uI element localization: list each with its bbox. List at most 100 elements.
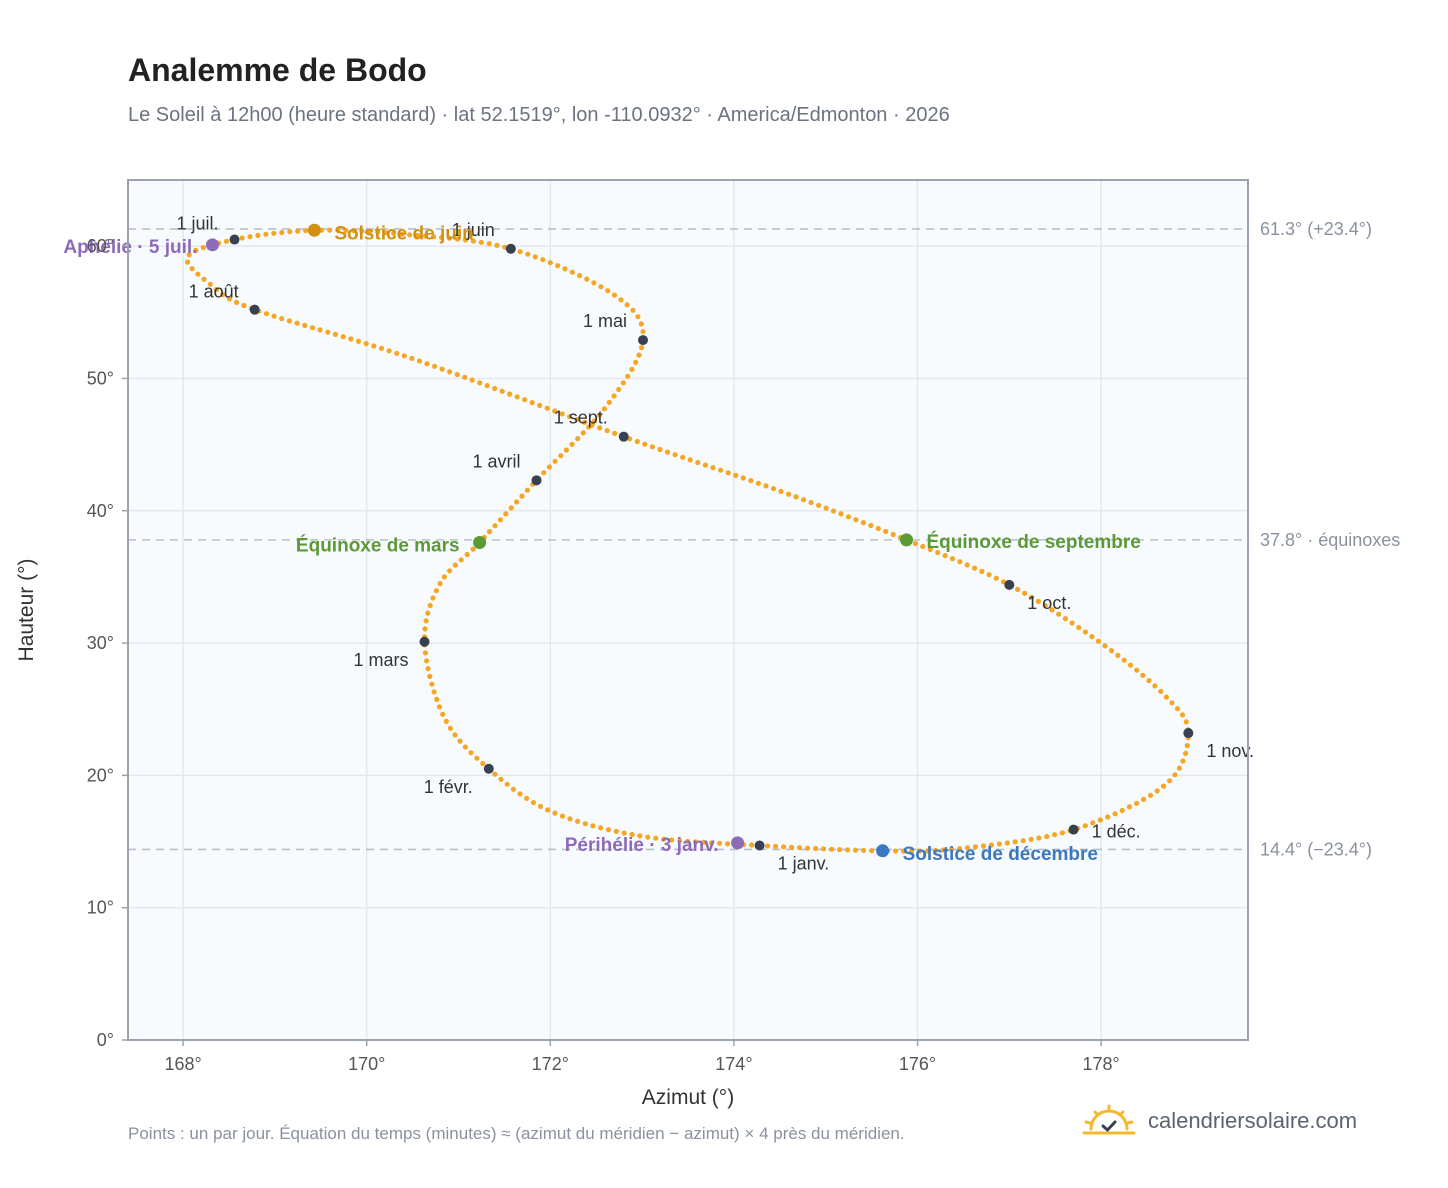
daily-sun-point bbox=[949, 556, 956, 562]
daily-sun-point bbox=[935, 549, 941, 556]
daily-sun-point bbox=[469, 377, 475, 383]
month-label: 1 févr. bbox=[424, 777, 473, 797]
daily-sun-point bbox=[773, 843, 779, 850]
daily-sun-point bbox=[223, 238, 230, 244]
month-marker bbox=[229, 234, 240, 245]
daily-sun-point bbox=[733, 472, 739, 478]
daily-sun-point bbox=[431, 234, 437, 240]
daily-sun-point bbox=[468, 750, 474, 756]
brand-logo[interactable]: calendriersolaire.com bbox=[1082, 1104, 1357, 1138]
daily-sun-point bbox=[517, 791, 523, 797]
daily-sun-point bbox=[371, 343, 377, 349]
daily-sun-point bbox=[605, 827, 612, 833]
daily-sun-point bbox=[424, 658, 430, 664]
daily-sun-point bbox=[661, 836, 667, 842]
daily-sun-point bbox=[503, 511, 509, 517]
daily-sun-point bbox=[1052, 832, 1058, 838]
month-markers: 1 janv. 1 févr. 1 mars 1 avril 1 mai 1 juin 1 … bbox=[176, 214, 1254, 874]
daily-sun-point bbox=[1082, 629, 1088, 635]
daily-sun-point bbox=[545, 807, 551, 813]
x-tick-label: 176° bbox=[899, 1054, 936, 1074]
x-tick-label: 174° bbox=[715, 1054, 752, 1074]
daily-sun-point bbox=[861, 847, 867, 854]
daily-sun-point bbox=[993, 575, 999, 581]
daily-sun-point bbox=[279, 229, 285, 236]
daily-sun-point bbox=[425, 666, 431, 672]
month-marker bbox=[618, 431, 629, 442]
daily-sun-point bbox=[1015, 586, 1021, 593]
daily-sun-point bbox=[226, 296, 232, 302]
daily-sun-point bbox=[433, 588, 439, 594]
daily-sun-point bbox=[559, 813, 566, 819]
daily-sun-point bbox=[555, 263, 561, 269]
daily-sun-point bbox=[1127, 662, 1134, 668]
daily-sun-point bbox=[508, 505, 514, 511]
daily-sun-point bbox=[725, 470, 731, 476]
daily-sun-point bbox=[642, 441, 648, 447]
x-tick-label: 172° bbox=[532, 1054, 569, 1074]
daily-sun-point bbox=[552, 458, 558, 464]
analemma-curve bbox=[185, 227, 1191, 854]
daily-sun-point bbox=[537, 402, 543, 408]
daily-sun-point bbox=[1090, 820, 1096, 826]
daily-sun-point bbox=[1146, 678, 1152, 684]
event-marker bbox=[205, 238, 219, 252]
daily-sun-point bbox=[672, 452, 678, 458]
daily-sun-point bbox=[580, 430, 586, 436]
daily-sun-point bbox=[920, 543, 926, 550]
daily-sun-point bbox=[986, 572, 992, 578]
reference-line-label: 61.3° (+23.4°) bbox=[1260, 219, 1372, 239]
daily-sun-point bbox=[630, 307, 636, 313]
daily-sun-point bbox=[1147, 792, 1154, 798]
daily-sun-point bbox=[1172, 772, 1178, 778]
daily-sun-point bbox=[492, 771, 498, 777]
daily-sun-point bbox=[979, 568, 985, 575]
daily-sun-point bbox=[845, 514, 852, 520]
month-label: 1 août bbox=[189, 282, 239, 302]
month-label: 1 nov. bbox=[1206, 741, 1254, 761]
daily-sun-point bbox=[598, 825, 604, 831]
daily-sun-point bbox=[1183, 750, 1189, 757]
x-tick-label: 178° bbox=[1082, 1054, 1119, 1074]
daily-sun-point bbox=[1169, 700, 1175, 706]
daily-sun-point bbox=[838, 511, 844, 517]
daily-sun-point bbox=[1121, 657, 1127, 663]
daily-sun-point bbox=[710, 465, 716, 471]
daily-sun-point bbox=[279, 316, 285, 322]
daily-sun-point bbox=[1044, 833, 1050, 840]
month-marker bbox=[531, 475, 542, 486]
daily-sun-point bbox=[598, 284, 604, 290]
daily-sun-point bbox=[912, 540, 919, 547]
daily-sun-point bbox=[949, 846, 955, 853]
daily-sun-point bbox=[474, 755, 480, 761]
daily-sun-point bbox=[286, 318, 292, 324]
daily-sun-point bbox=[494, 242, 500, 248]
x-tick-label: 170° bbox=[348, 1054, 385, 1074]
daily-sun-point bbox=[464, 551, 470, 558]
daily-sun-point bbox=[1161, 783, 1167, 789]
daily-sun-point bbox=[567, 414, 573, 420]
daily-sun-point bbox=[492, 523, 498, 529]
daily-sun-point bbox=[1141, 796, 1147, 803]
daily-sun-point bbox=[519, 493, 525, 499]
daily-sun-point bbox=[441, 574, 447, 580]
daily-sun-point bbox=[664, 449, 671, 455]
event-markers: Solstice de juin Aphélie · 5 juil. Équinox… bbox=[63, 223, 1140, 865]
daily-sun-point bbox=[829, 846, 835, 852]
daily-sun-point bbox=[763, 483, 769, 489]
daily-sun-point bbox=[1112, 811, 1118, 817]
daily-sun-point bbox=[492, 385, 498, 392]
daily-sun-point bbox=[537, 803, 544, 810]
daily-sun-point bbox=[635, 314, 641, 320]
daily-sun-point bbox=[529, 400, 535, 406]
daily-sun-point bbox=[220, 292, 226, 298]
daily-sun-point bbox=[577, 273, 583, 279]
y-tick-label: 30° bbox=[87, 633, 114, 653]
daily-sun-point bbox=[639, 345, 645, 351]
daily-sun-point bbox=[629, 366, 635, 372]
daily-sun-point bbox=[770, 486, 777, 492]
daily-sun-point bbox=[447, 568, 453, 574]
daily-sun-point bbox=[964, 562, 970, 568]
daily-sun-point bbox=[427, 673, 433, 680]
chart-subtitle: Le Soleil à 12h00 (heure standard) · lat… bbox=[128, 104, 950, 126]
